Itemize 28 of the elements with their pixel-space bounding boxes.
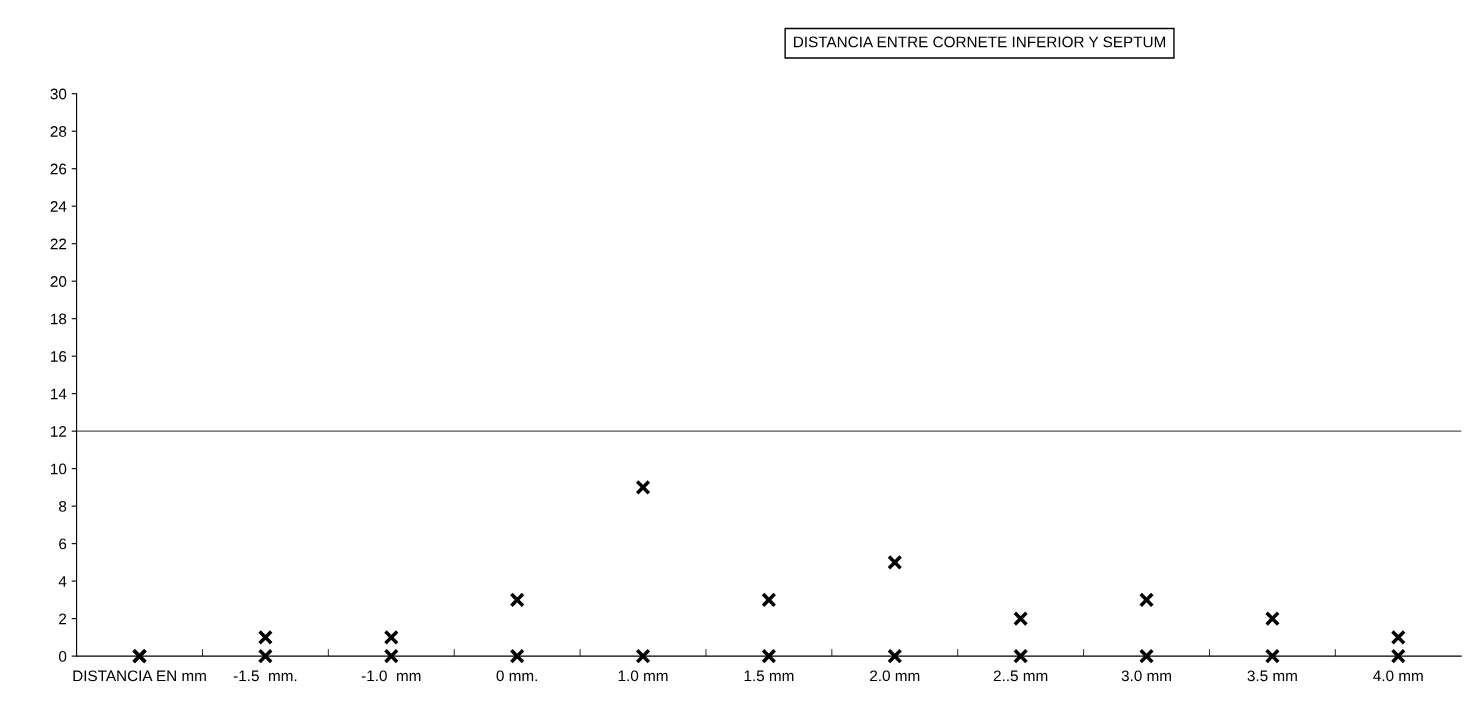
y-tick-label: 0 xyxy=(58,650,67,662)
y-tick-label: 24 xyxy=(50,201,67,212)
y-tick-label: 4 xyxy=(58,576,67,587)
x-tick-label: -1.5 mm. xyxy=(233,670,297,682)
x-tick-label: 0 mm. xyxy=(496,670,537,682)
y-tick-label: 26 xyxy=(50,163,67,175)
y-tick-label: 20 xyxy=(50,276,67,287)
y-tick-label: 14 xyxy=(51,388,67,400)
x-tick-label: 1.0 mm xyxy=(618,670,668,682)
y-tick-label: 18 xyxy=(51,313,67,325)
x-tick-label: 3.0 mm xyxy=(1121,670,1171,682)
y-tick-label: 16 xyxy=(51,351,67,362)
y-tick-label: 12 xyxy=(51,426,67,437)
x-tick-label: 3.5 mm xyxy=(1247,670,1297,682)
y-tick-label: 22 xyxy=(50,238,67,250)
y-tick-label: 28 xyxy=(50,126,67,137)
y-tick-label: 10 xyxy=(51,463,67,475)
chart-title: DISTANCIA ENTRE CORNETE INFERIOR Y SEPTUM xyxy=(794,36,1166,48)
y-tick-label: 2 xyxy=(59,613,67,625)
x-tick-label: 2.0 mm xyxy=(870,670,920,682)
y-tick-label: 6 xyxy=(59,538,67,550)
x-tick-label: 1.5 mm xyxy=(744,670,794,682)
y-tick-label: 30 xyxy=(50,88,67,100)
x-tick-label: 4.0 mm xyxy=(1373,670,1423,682)
y-tick-label: 8 xyxy=(59,501,67,512)
x-tick-label: -1.0 mm xyxy=(361,670,421,682)
x-tick-label: 2..5 mm xyxy=(993,670,1048,682)
x-tick-label: DISTANCIA EN mm xyxy=(73,670,206,682)
